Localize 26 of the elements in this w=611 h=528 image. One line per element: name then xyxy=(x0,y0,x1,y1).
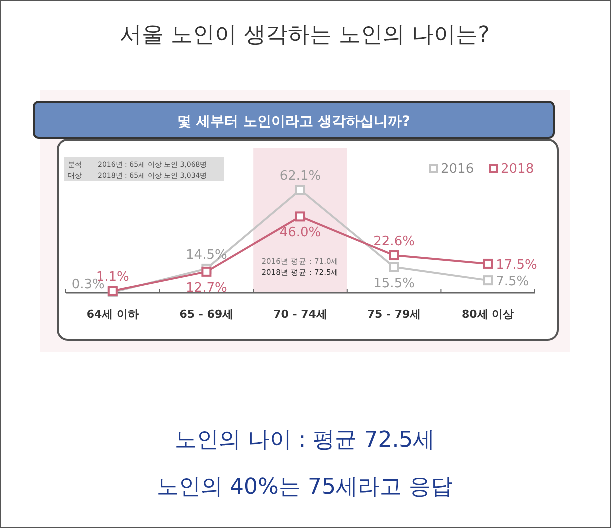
point xyxy=(202,266,212,277)
data-label: 15.5% xyxy=(374,276,415,292)
x-tick-label: 65 - 69세 xyxy=(180,308,234,321)
chart-subtitle: 몇 세부터 노인이라고 생각하십니까? xyxy=(178,114,410,130)
chart-title: 서울 노인이 생각하는 노인의 나이는? xyxy=(120,23,490,48)
point xyxy=(389,262,400,272)
x-tick-label: 80세 이상 xyxy=(462,308,514,321)
legend-label: 2018 xyxy=(501,162,534,177)
data-label: 17.5% xyxy=(496,258,538,273)
data-label: 22.6% xyxy=(374,234,415,250)
data-label: 12.7% xyxy=(186,280,228,296)
x-tick-label: 70 - 74세 xyxy=(274,308,328,321)
point xyxy=(483,276,494,286)
data-label: 14.5% xyxy=(186,248,228,263)
point xyxy=(389,250,400,261)
data-label: 7.5% xyxy=(496,274,530,290)
data-label: 46.0% xyxy=(280,226,322,241)
text: 노인의 나이 : 평균 72.5세 xyxy=(174,428,436,453)
data-label: 62.1% xyxy=(280,169,322,184)
x-tick-label: 75 - 79세 xyxy=(367,308,422,321)
point xyxy=(296,185,306,195)
text: 노인의 40%는 75세라고 응답 xyxy=(157,475,453,500)
point xyxy=(296,212,306,222)
x-tick-label: 64세 이하 xyxy=(86,308,139,321)
point xyxy=(483,258,494,269)
legend-label: 2016 xyxy=(441,162,474,177)
